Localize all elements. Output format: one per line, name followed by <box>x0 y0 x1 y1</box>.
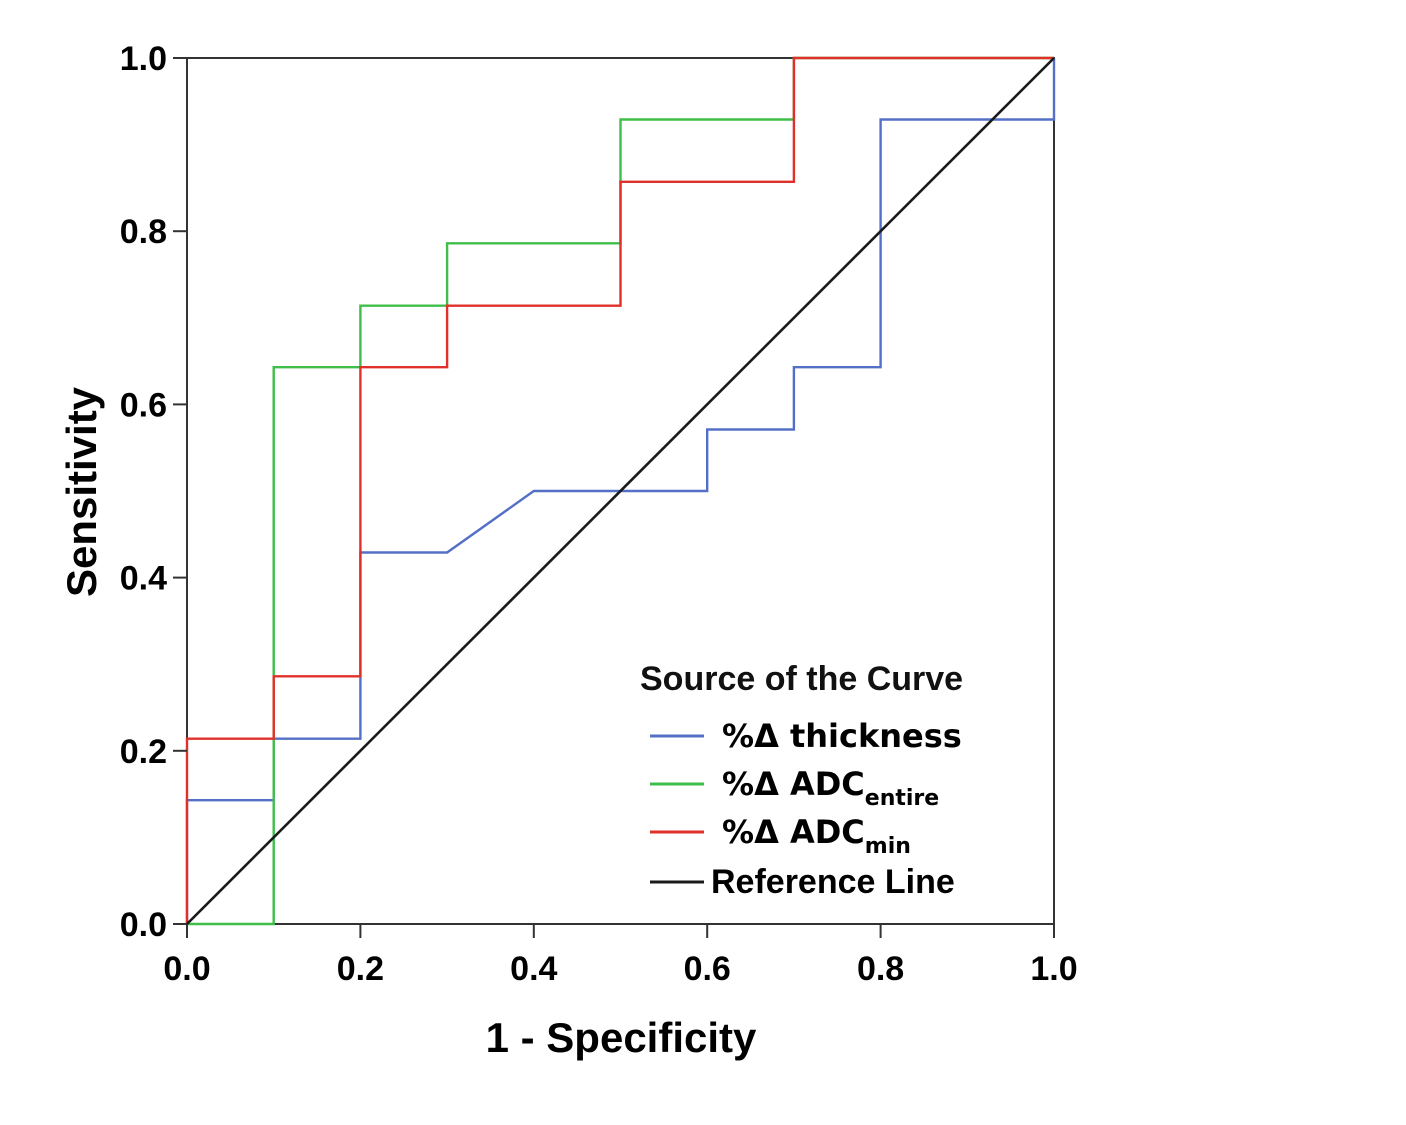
plot-frame <box>186 57 1055 925</box>
y-axis-title: Sensitivity <box>58 386 105 597</box>
y-tick-label: 0.4 <box>120 560 167 598</box>
x-tick-label: 0.4 <box>510 950 557 988</box>
x-axis-title: 1 - Specificity <box>486 1014 757 1061</box>
x-tick-label: 0.8 <box>857 950 904 988</box>
y-axis-ticks: 0.0 0.2 0.4 0.6 0.8 1.0 <box>120 40 187 944</box>
y-tick-label: 0.2 <box>120 733 167 771</box>
legend-label-reference-line: Reference Line <box>711 863 955 901</box>
series-line-adc-min <box>185 56 1054 924</box>
legend-label-adc-min: %Δ ADCmin <box>722 813 911 859</box>
x-tick-label: 0.6 <box>684 950 731 988</box>
x-tick-label: 1.0 <box>1030 950 1077 988</box>
x-tick-label: 0.0 <box>163 950 210 988</box>
y-tick-label: 1.0 <box>120 40 167 78</box>
legend: Source of the Curve %Δ thickness %Δ ADCen… <box>640 660 963 901</box>
series-layer <box>185 56 1056 926</box>
plot-border <box>186 57 1055 925</box>
legend-title: Source of the Curve <box>640 660 963 698</box>
y-tick-label: 0.6 <box>120 386 167 424</box>
y-tick-label: 0.8 <box>120 213 167 251</box>
legend-subscript: entire <box>865 786 939 811</box>
y-tick-label: 0.0 <box>120 906 167 944</box>
series-line-reference-line <box>186 57 1055 925</box>
x-tick-label: 0.2 <box>337 950 384 988</box>
legend-label-thickness: %Δ thickness <box>722 717 962 755</box>
x-axis-ticks: 0.0 0.2 0.4 0.6 0.8 1.0 <box>163 924 1078 988</box>
legend-label-adc-entire: %Δ ADCentire <box>722 765 939 811</box>
legend-subscript: min <box>865 834 911 859</box>
